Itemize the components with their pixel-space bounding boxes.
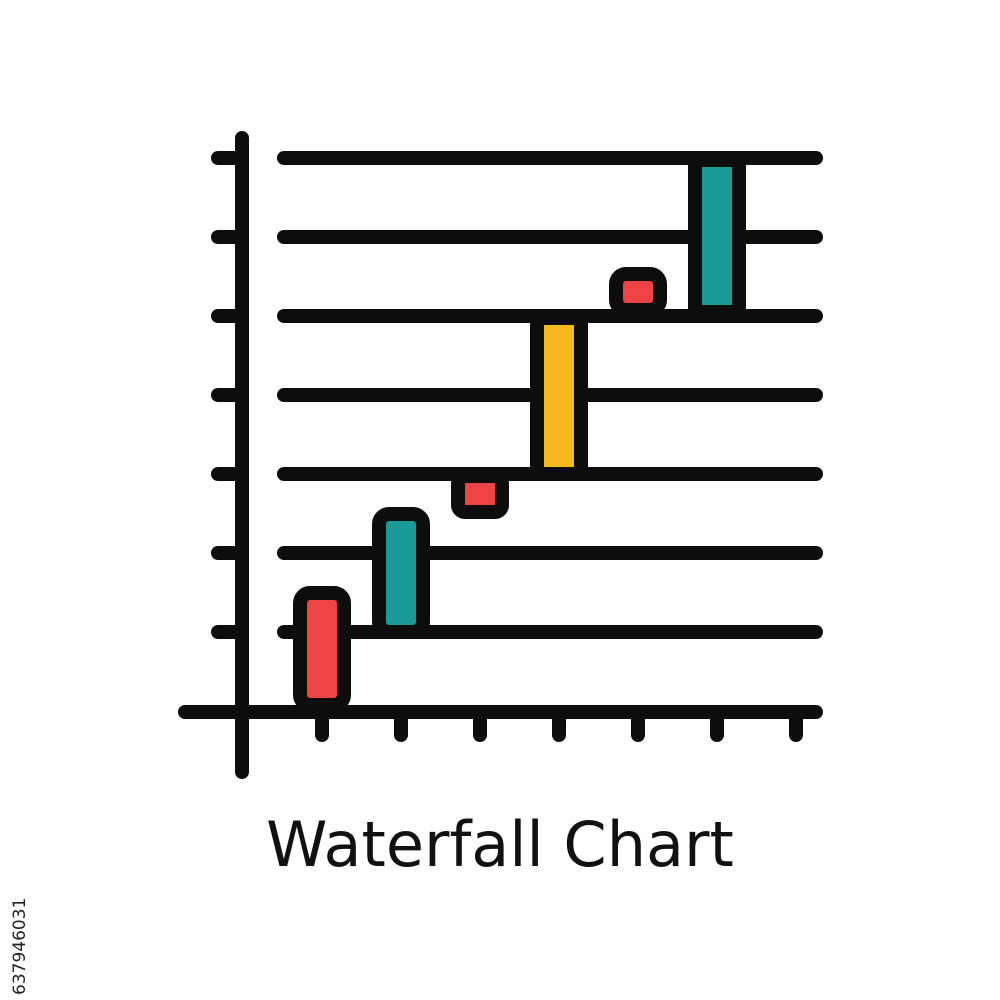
bar-red-2 — [451, 469, 509, 519]
stock-id-text: 637946031 — [10, 897, 30, 995]
bar-teal-2 — [688, 153, 746, 319]
stock-id-watermark: 637946031 — [2, 765, 42, 995]
bar-red-1 — [293, 586, 351, 712]
axes — [178, 131, 823, 779]
bar-teal-1 — [372, 507, 430, 639]
icon-caption: Waterfall Chart — [266, 808, 734, 881]
bars — [293, 153, 746, 712]
bar-red-3 — [609, 267, 667, 317]
bar-yellow — [530, 311, 588, 481]
